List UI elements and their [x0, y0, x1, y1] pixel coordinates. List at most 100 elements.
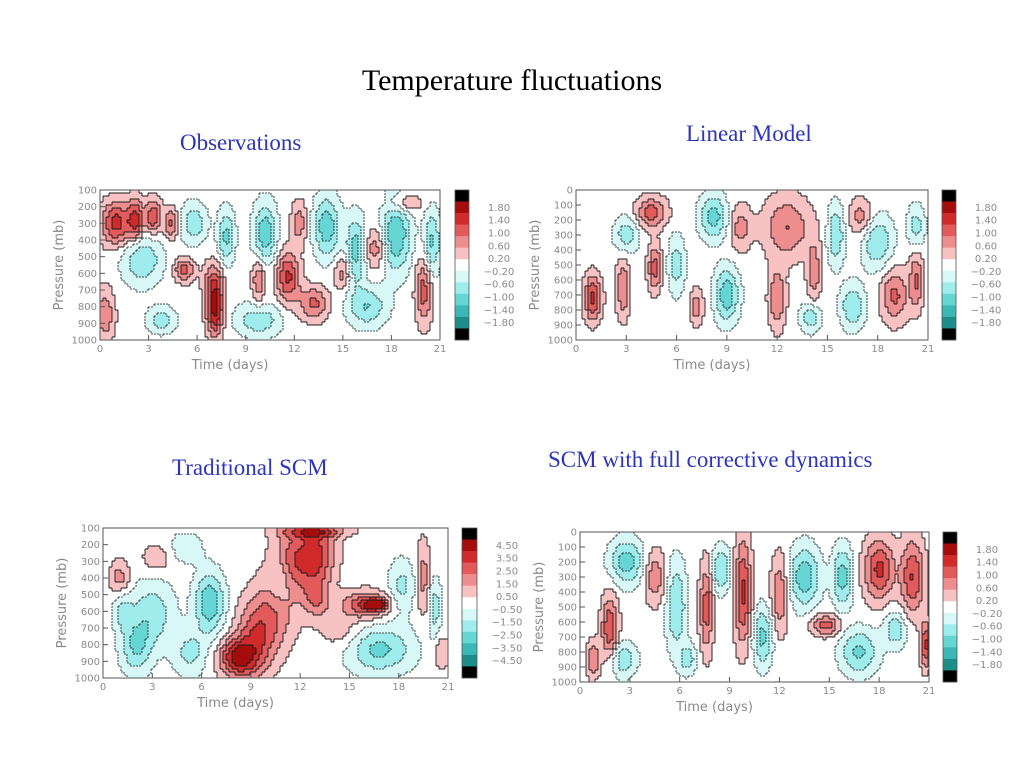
y-tick-label: 500: [554, 261, 573, 272]
legend-swatch: [942, 201, 956, 214]
legend-swatch: [462, 585, 477, 598]
legend-label: −1.80: [484, 318, 515, 329]
legend-label: 1.80: [976, 545, 998, 556]
x-tick-label: 21: [922, 344, 935, 355]
y-axis-label: Pressure (mb): [532, 562, 547, 653]
field-layer: [581, 190, 928, 338]
y-tick-label: 1000: [548, 336, 573, 347]
x-tick-label: 3: [149, 682, 155, 693]
chart-traditional-scm: 0 3 6 9 12 15 18 21 100 200 300 400 500 600 700 800 900 1…: [55, 524, 523, 712]
legend-swatch: [942, 247, 956, 260]
legend-label: −0.60: [484, 280, 515, 291]
x-tick-label: 6: [194, 344, 200, 355]
legend-swatch: [942, 282, 956, 295]
y-tick-label: 800: [558, 648, 577, 659]
chart-observations: 0 3 6 9 12 15 18 21 100 200 300 400 500 600 700 800 900 1…: [52, 186, 515, 374]
x-tick-label: 6: [198, 682, 204, 693]
legend-swatch: [462, 654, 477, 667]
legend-swatch: [943, 543, 957, 556]
legend-swatch: [455, 247, 469, 260]
y-tick-label: 500: [558, 603, 577, 614]
field-layer: [585, 532, 929, 682]
legend-label: 1.40: [488, 216, 510, 227]
legend-swatch: [455, 236, 469, 248]
legend-label: −1.40: [971, 305, 1002, 316]
y-tick-label: 0: [567, 186, 573, 197]
legend-swatch: [455, 328, 469, 341]
y-tick-label: 400: [81, 574, 100, 585]
legend-swatch: [455, 316, 469, 329]
y-axis-label: Pressure (mb): [528, 220, 543, 311]
legend-swatch: [942, 293, 956, 306]
y-tick-label: 100: [81, 524, 100, 535]
y-tick-label: 800: [554, 306, 573, 317]
legend-swatch: [462, 643, 477, 656]
legend-swatch: [455, 282, 469, 295]
y-tick-label: 800: [81, 640, 100, 651]
plot-frame: [102, 527, 449, 679]
legend-label: −1.40: [484, 305, 515, 316]
y-tick-label: 900: [81, 657, 100, 668]
legend-label: 1.00: [975, 228, 997, 239]
x-tick-label: 6: [673, 344, 679, 355]
legend-label: 1.00: [488, 228, 510, 239]
x-tick-label: 3: [627, 686, 633, 697]
legend-label: −0.60: [971, 280, 1002, 291]
x-tick-label: 9: [724, 344, 730, 355]
contour-lines-negative: [111, 533, 443, 678]
legend-label: −1.00: [971, 293, 1002, 304]
legend-swatch: [943, 566, 957, 579]
legend-label: −1.00: [484, 293, 515, 304]
y-tick-label: 100: [554, 201, 573, 212]
y-tick-label: 300: [554, 231, 573, 242]
legend-label: −2.50: [492, 631, 523, 642]
legend-swatch: [943, 555, 957, 567]
x-tick-label: 0: [100, 682, 106, 693]
y-tick-label: 700: [78, 286, 97, 297]
legend-label: 1.80: [488, 203, 510, 214]
x-tick-label: 18: [871, 344, 884, 355]
y-tick-label: 200: [78, 202, 97, 213]
y-tick-label: 400: [558, 588, 577, 599]
legend-label: 0.60: [975, 241, 997, 252]
y-tick-label: 900: [554, 321, 573, 332]
y-tick-label: 600: [554, 276, 573, 287]
legend-swatch: [455, 224, 469, 237]
legend-label: 1.50: [496, 579, 518, 590]
panel-title-scm-corrective: SCM with full corrective dynamics: [548, 447, 873, 472]
legend-label: −1.80: [971, 318, 1002, 329]
legend-label: −1.40: [972, 647, 1003, 658]
legend-swatch: [462, 574, 477, 586]
legend-label: 0.50: [496, 592, 518, 603]
legend-swatch: [462, 562, 477, 575]
x-tick-label: 15: [821, 344, 834, 355]
x-tick-label: 9: [726, 686, 732, 697]
contour-lines-negative: [611, 190, 928, 338]
legend-swatch: [943, 532, 957, 544]
y-tick-label: 800: [78, 302, 97, 313]
legend-frame: [942, 531, 958, 683]
legend-swatch: [455, 270, 469, 283]
x-tick-label: 12: [773, 686, 786, 697]
y-tick-label: 500: [81, 590, 100, 601]
panel-title-observations: Observations: [180, 130, 302, 155]
y-axis-label: Pressure (mb): [52, 220, 67, 311]
legend-swatch: [455, 293, 469, 306]
contour-lines-positive: [585, 532, 929, 682]
legend-swatch: [942, 270, 956, 283]
x-tick-label: 12: [288, 344, 301, 355]
legend-swatch: [455, 259, 469, 272]
panel-title-linear-model: Linear Model: [686, 121, 812, 146]
legend-frame: [941, 189, 957, 341]
legend-swatch: [455, 305, 469, 318]
legend-label: 1.00: [976, 570, 998, 581]
x-tick-label: 15: [343, 682, 356, 693]
legend-swatch: [943, 612, 957, 625]
legend-swatch: [943, 624, 957, 637]
y-tick-label: 900: [558, 663, 577, 674]
x-tick-label: 21: [923, 686, 936, 697]
y-tick-label: 300: [558, 573, 577, 584]
y-tick-label: 500: [78, 252, 97, 263]
x-tick-label: 6: [677, 686, 683, 697]
legend-swatch: [462, 539, 477, 552]
